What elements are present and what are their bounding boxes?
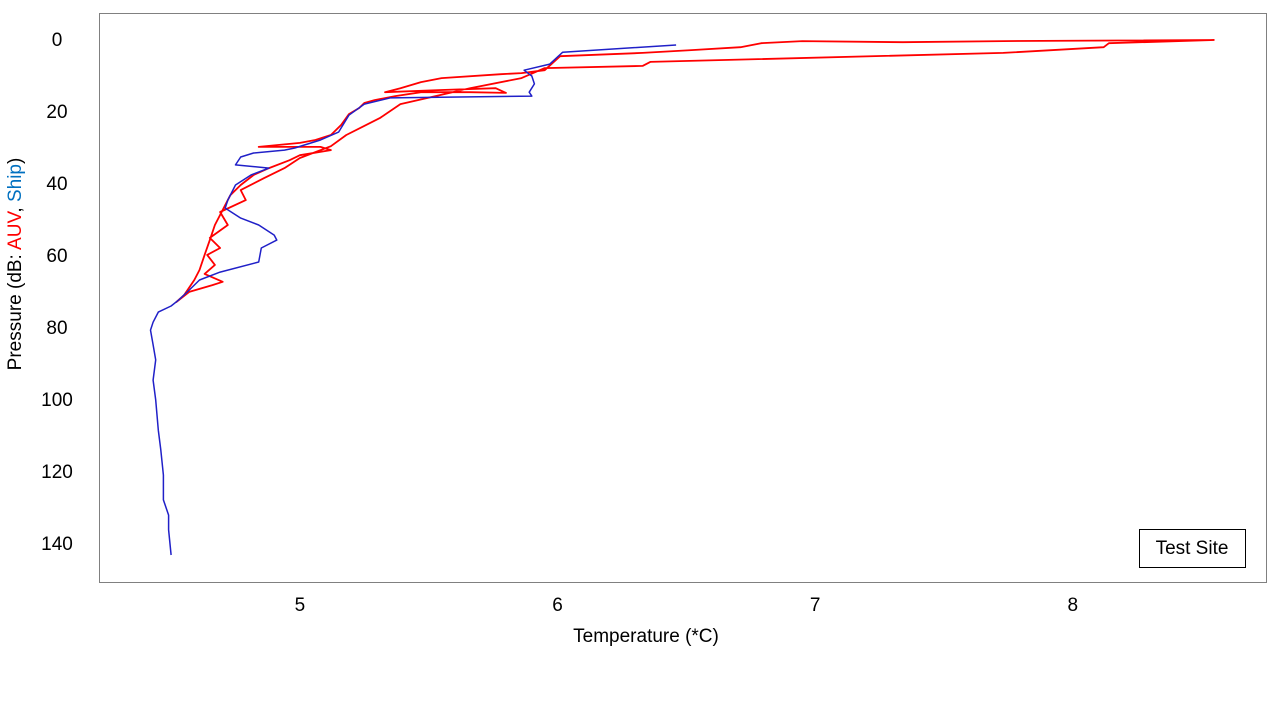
y-tick-label: 20 (46, 102, 67, 123)
plot-frame (99, 13, 1267, 583)
annotation: Test Site (1156, 538, 1229, 559)
x-tick-label: 6 (552, 595, 563, 616)
y-label-part: Pressure (dB: (5, 250, 26, 370)
y-tick-label: 120 (41, 462, 73, 483)
y-label-series: AUV (5, 211, 26, 250)
x-tick-label: 7 (810, 595, 821, 616)
y-tick-label: 40 (46, 174, 67, 195)
series-line (175, 39, 1215, 303)
y-axis-label: Pressure (dB: AUV, Ship) (5, 158, 26, 371)
y-tick-label: 0 (52, 30, 63, 51)
annotation-box (1139, 529, 1246, 568)
y-label-part: ) (5, 158, 26, 164)
y-label-series: Ship (5, 164, 26, 202)
y-tick-label: 80 (46, 318, 67, 339)
y-tick-label: 60 (46, 246, 67, 267)
y-tick-label: 100 (41, 390, 73, 411)
x-tick-label: 5 (295, 595, 306, 616)
y-label-part: , (5, 202, 26, 213)
y-tick-label: 140 (41, 534, 73, 555)
series-line (149, 44, 677, 556)
x-axis-label: Temperature (*C) (573, 626, 719, 647)
x-tick-label: 8 (1067, 595, 1078, 616)
